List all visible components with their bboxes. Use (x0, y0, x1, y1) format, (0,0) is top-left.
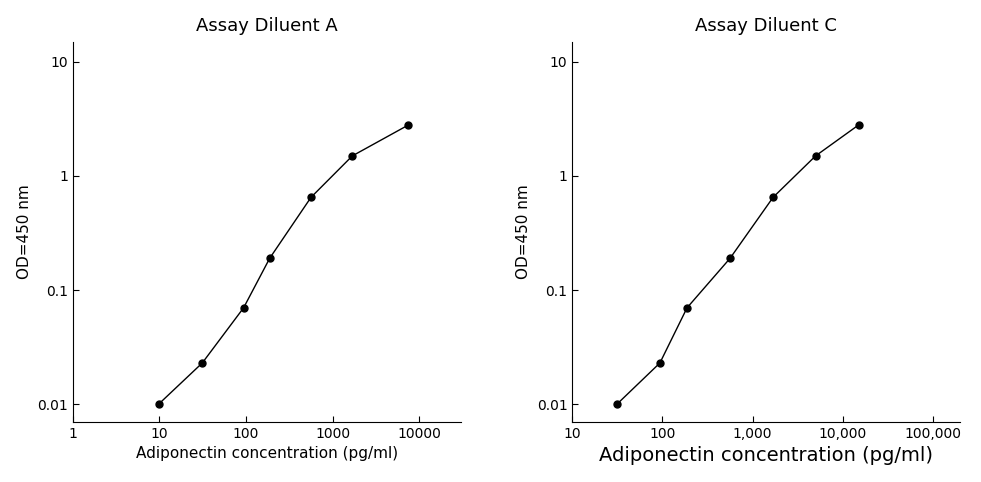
Title: Assay Diluent A: Assay Diluent A (196, 17, 337, 35)
X-axis label: Adiponectin concentration (pg/ml): Adiponectin concentration (pg/ml) (599, 446, 933, 465)
Y-axis label: OD=450 nm: OD=450 nm (17, 185, 31, 279)
X-axis label: Adiponectin concentration (pg/ml): Adiponectin concentration (pg/ml) (135, 446, 397, 461)
Y-axis label: OD=450 nm: OD=450 nm (516, 185, 531, 279)
Title: Assay Diluent C: Assay Diluent C (696, 17, 837, 35)
